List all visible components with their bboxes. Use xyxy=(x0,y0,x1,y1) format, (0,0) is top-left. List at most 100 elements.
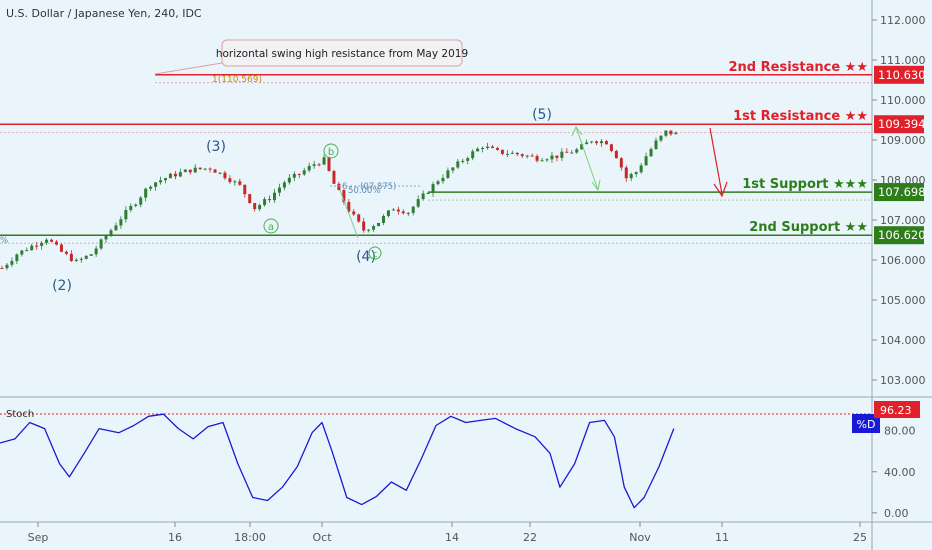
callout-pointer xyxy=(154,62,223,75)
candle-body xyxy=(168,173,172,179)
candle-body xyxy=(575,149,579,153)
candle-body xyxy=(634,172,638,175)
candle-body xyxy=(545,159,549,161)
candle-body xyxy=(535,156,539,161)
candle-body xyxy=(629,174,633,179)
candle-body xyxy=(10,261,14,265)
candle-body xyxy=(144,188,148,198)
candle-body xyxy=(233,181,237,183)
candle-body xyxy=(183,169,187,173)
candle-body xyxy=(268,199,272,201)
candle-body xyxy=(505,153,509,155)
candle-body xyxy=(218,172,222,174)
candle-body xyxy=(352,211,356,215)
candle-body xyxy=(223,172,227,179)
candle-body xyxy=(426,192,430,194)
wave-c-circle xyxy=(368,246,382,260)
candle-body xyxy=(471,151,475,159)
candle-body xyxy=(188,169,192,173)
candle-body xyxy=(604,141,608,145)
candle-body xyxy=(456,161,460,168)
candle-body xyxy=(525,155,529,157)
candle-body xyxy=(481,148,485,150)
candle-body xyxy=(386,210,390,216)
candle-body xyxy=(282,182,286,188)
candle-body xyxy=(600,141,603,144)
level-value-box-s1 xyxy=(874,183,924,202)
candle-body xyxy=(99,239,103,249)
candle-body xyxy=(40,242,44,246)
candle-body xyxy=(94,248,98,255)
candle-body xyxy=(25,250,29,252)
candle-body xyxy=(35,245,39,247)
stoch-value-box xyxy=(874,401,920,418)
candle-body xyxy=(104,236,108,240)
candle-body xyxy=(674,132,678,135)
candle-body xyxy=(173,173,177,177)
candle-body xyxy=(253,203,257,210)
wave-label-4: (4) xyxy=(356,249,376,265)
candle-body xyxy=(664,130,668,136)
candle-body xyxy=(560,151,564,158)
stochastic-pane xyxy=(0,413,872,509)
callout-box[interactable] xyxy=(221,39,463,67)
candle-body xyxy=(238,181,242,185)
candle-body xyxy=(342,190,346,202)
candle-body xyxy=(570,152,574,154)
stoch-value: 96.23 xyxy=(880,404,912,417)
candle-body xyxy=(119,219,123,226)
wave-label-3: (3) xyxy=(206,139,226,155)
price-tick-label: 111.000 xyxy=(880,54,926,67)
time-tick-label: 25 xyxy=(853,531,867,544)
candle-body xyxy=(580,144,584,150)
level-value-r1: 109.394 xyxy=(878,117,926,131)
candle-body xyxy=(491,146,494,148)
candle-body xyxy=(654,140,658,150)
time-tick-label: Sep xyxy=(28,531,49,544)
candle-body xyxy=(659,135,663,141)
candle-body xyxy=(258,205,262,210)
candle-body xyxy=(590,141,594,143)
candle-body xyxy=(396,209,400,212)
candle-body xyxy=(649,149,653,157)
candle-body xyxy=(520,154,524,157)
candle-body xyxy=(129,205,133,211)
candle-body xyxy=(500,149,504,154)
candle-body xyxy=(322,157,326,165)
price-tick-label: 106.000 xyxy=(880,254,926,267)
candle-body xyxy=(441,177,445,182)
candle-body xyxy=(614,150,618,159)
candle-body xyxy=(476,148,480,152)
candle-body xyxy=(362,221,366,231)
stoch-tick-label: 40.00 xyxy=(884,466,916,479)
candle-body xyxy=(431,184,435,193)
candle-body xyxy=(595,141,599,144)
stoch-title: Stoch xyxy=(6,409,34,420)
wave-label-c: c xyxy=(373,250,378,260)
wave-arrows xyxy=(339,126,601,239)
fib-tag-3: (07.875) xyxy=(360,182,396,192)
wave-label-5: (5) xyxy=(532,107,552,123)
candle-body xyxy=(124,210,128,220)
candle-body xyxy=(243,184,247,195)
level-label-r1: 1st Resistance ★★ xyxy=(733,109,868,124)
fib-tag-1: 6 xyxy=(342,182,347,192)
candle-body xyxy=(540,160,544,162)
candle-body xyxy=(213,169,217,173)
candle-body xyxy=(20,250,24,255)
candle-body xyxy=(79,258,83,260)
candle-body xyxy=(292,173,296,178)
time-tick-label: 11 xyxy=(715,531,729,544)
candle-body xyxy=(486,146,490,149)
price-tick-label: 103.000 xyxy=(880,374,926,387)
candle-body xyxy=(382,215,385,223)
candle-body xyxy=(451,167,455,171)
candle-body xyxy=(114,225,118,231)
stoch-tick-label: 80.00 xyxy=(884,425,916,438)
candle-body xyxy=(159,180,163,183)
candle-body xyxy=(327,157,331,172)
candle-body xyxy=(273,192,276,201)
wave-label-a: a xyxy=(268,222,274,233)
